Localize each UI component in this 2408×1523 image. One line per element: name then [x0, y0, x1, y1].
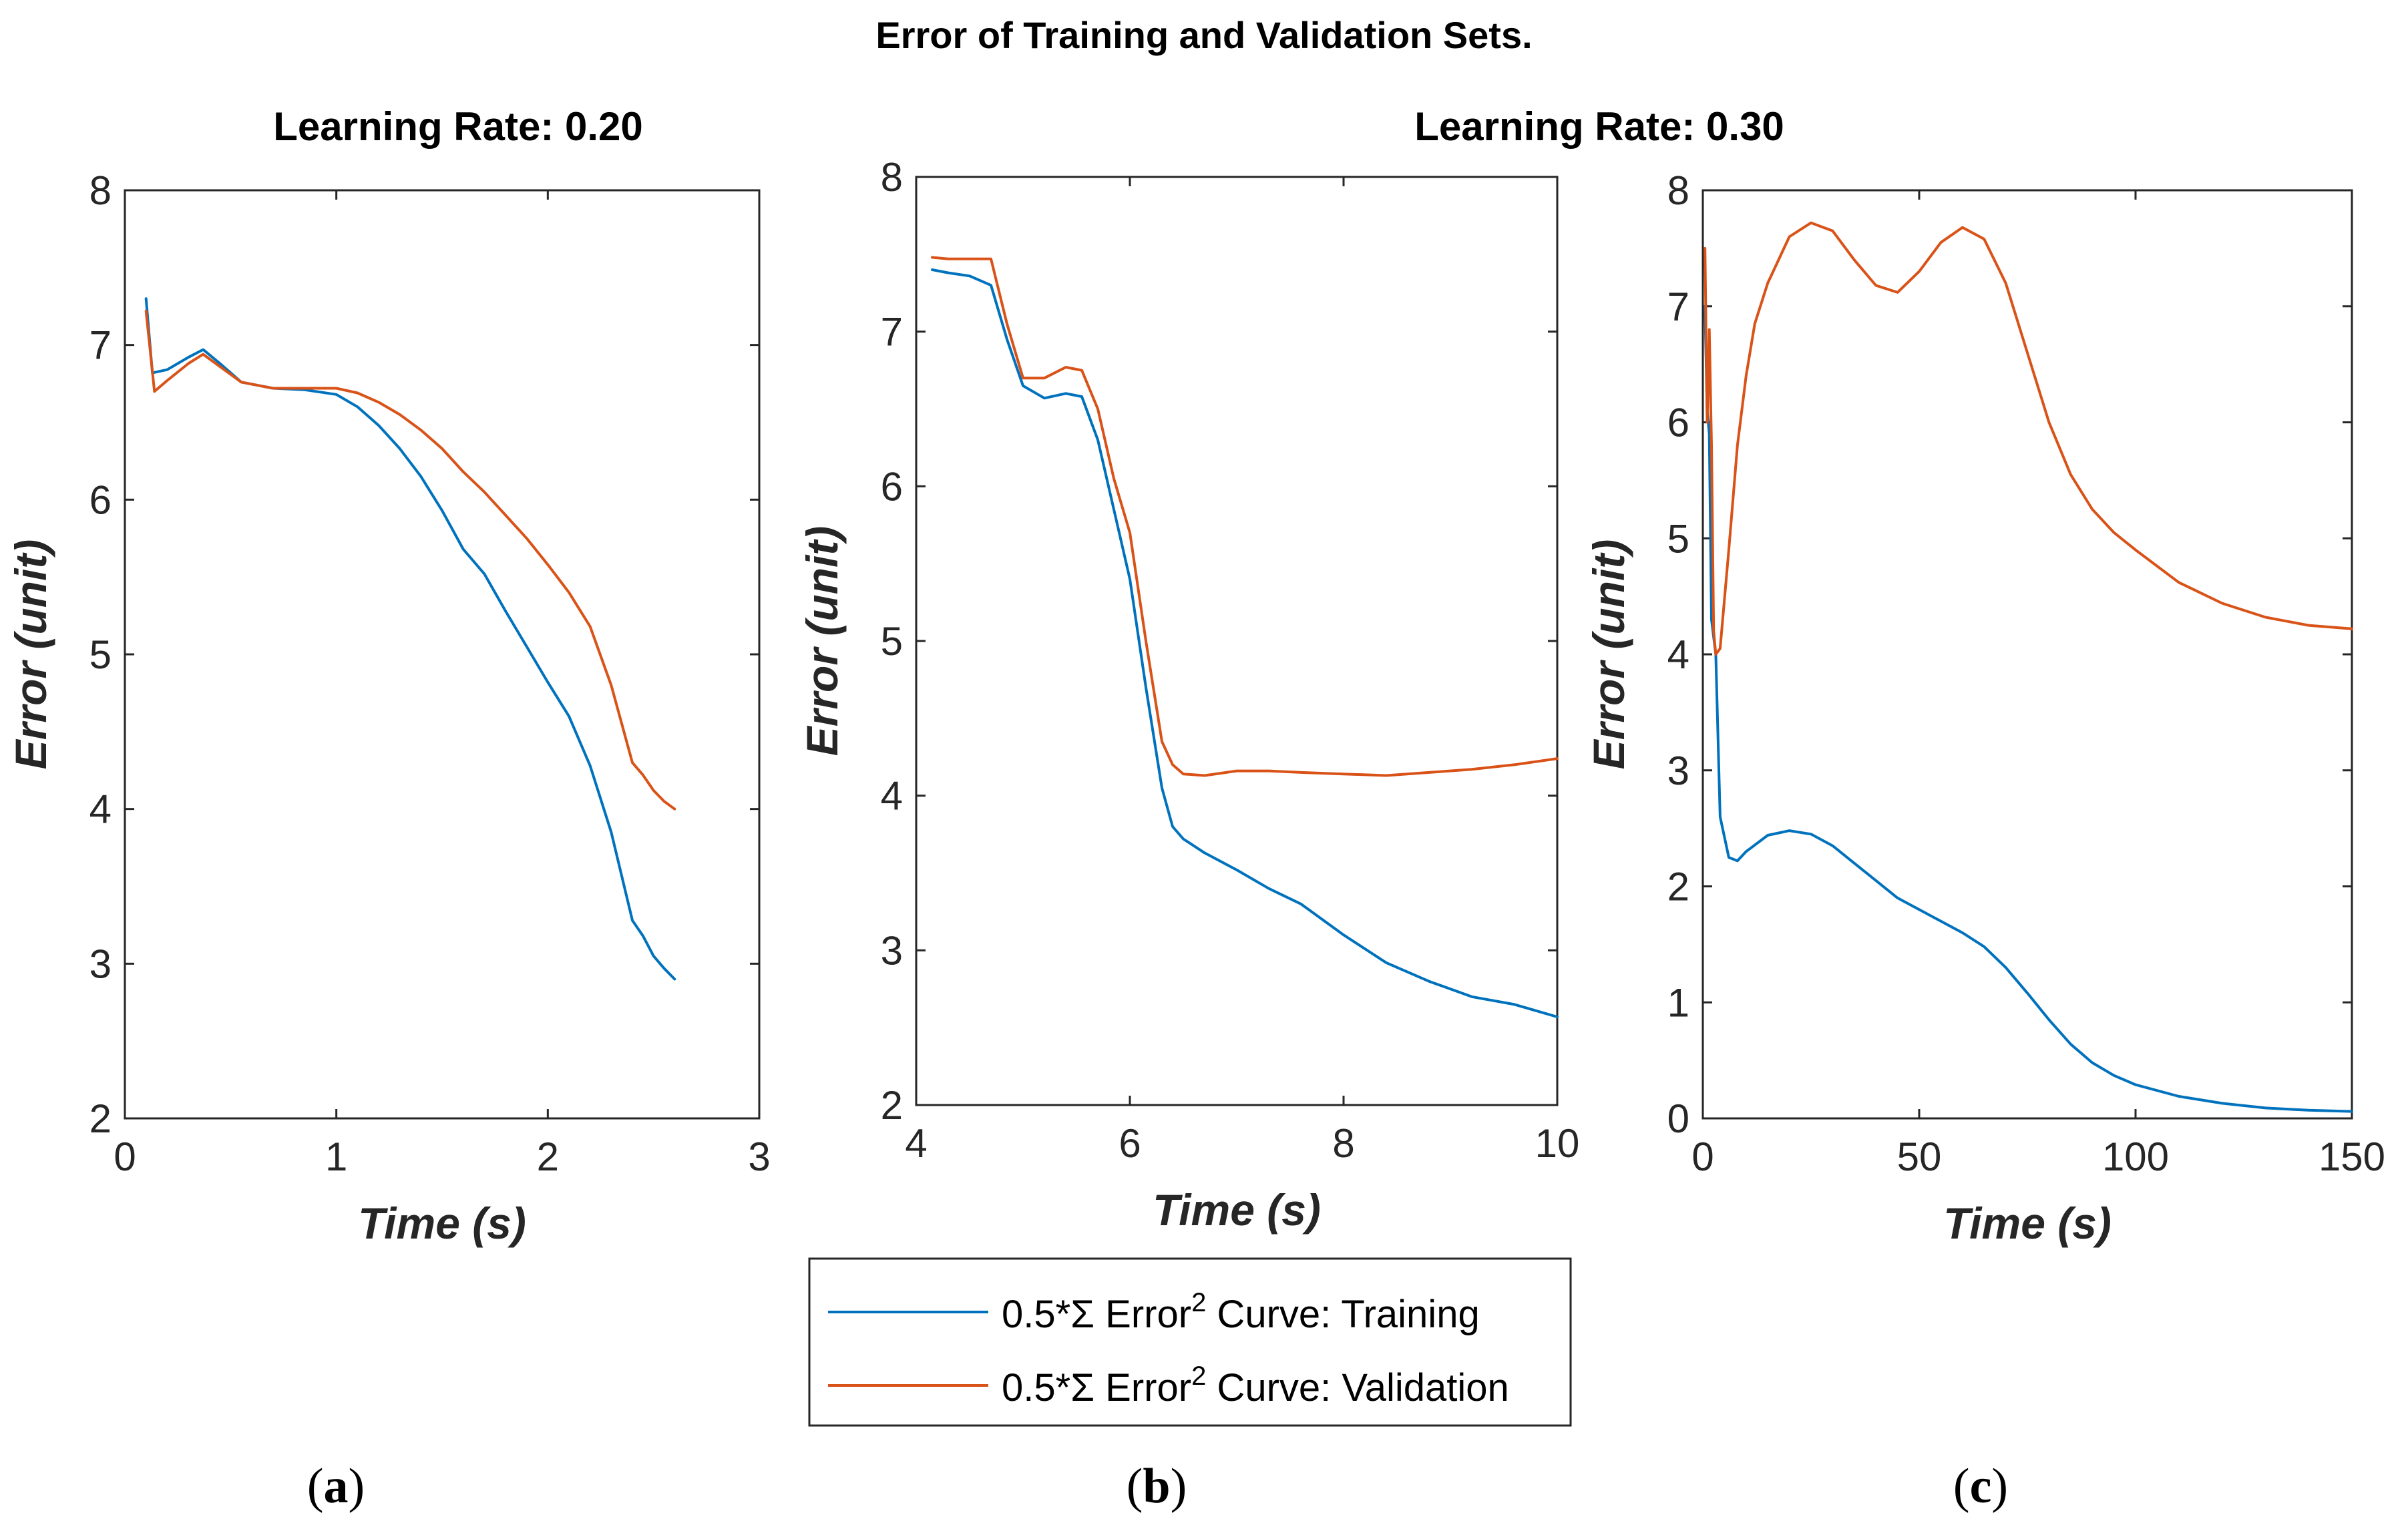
legend-superscript-training: 2 [1191, 1288, 1206, 1317]
x-tick-label-c-1: 50 [1897, 1134, 1942, 1179]
x-axis-label-c: Time (s) [1943, 1199, 2112, 1248]
legend-suffix-training: Curve: Training [1206, 1293, 1479, 1336]
plot-area-b [915, 176, 1559, 1106]
x-axis-label-a: Time (s) [358, 1199, 526, 1248]
x-tick-label-b-3: 10 [1535, 1121, 1580, 1166]
y-tick-label-a-1: 3 [89, 941, 112, 986]
y-axis-label-b: Error (unit) [797, 526, 847, 756]
legend-prefix-training: 0.5*Σ Error [1002, 1293, 1191, 1336]
plot-area-c [1701, 189, 2353, 1120]
panel-letter-c: c [1970, 1459, 1992, 1514]
y-tick-label-b-3: 5 [881, 619, 903, 664]
y-tick-label-a-5: 7 [89, 323, 112, 368]
y-tick-label-b-2: 4 [881, 774, 903, 819]
y-tick-label-c-1: 1 [1667, 980, 1689, 1025]
chart-panel-c: 0 50 100 150 0 1 2 3 4 5 6 7 8 Time (s) Error (unit) [1584, 168, 2385, 1248]
legend: 0.5*Σ Error2 Curve: Training 0.5*Σ Error… [808, 1257, 1572, 1427]
x-tick-label-a-2: 2 [537, 1134, 559, 1179]
training-series-line-b [931, 268, 1559, 1018]
legend-label-validation: 0.5*Σ Error2 Curve: Validation [1002, 1361, 1509, 1409]
chart-panel-a: 0 1 2 3 2 3 4 5 6 7 8 Time (s) Error (unit) [6, 168, 771, 1248]
x-tick-label-b-2: 8 [1332, 1121, 1354, 1166]
panel-label-a: (a) [307, 1459, 365, 1514]
y-tick-label-c-2: 2 [1667, 865, 1689, 909]
validation-series-line-b [931, 256, 1559, 777]
panel-label-c: (c) [1953, 1459, 2008, 1514]
training-series-line-a [144, 297, 676, 981]
y-axis-label-a: Error (unit) [6, 539, 55, 770]
y-axis-label-c: Error (unit) [1584, 539, 1633, 770]
y-tick-label-c-0: 0 [1667, 1096, 1689, 1141]
y-tick-label-a-3: 5 [89, 632, 112, 677]
y-tick-label-b-6: 8 [881, 155, 903, 200]
legend-suffix-validation: Curve: Validation [1206, 1366, 1509, 1409]
x-tick-label-c-3: 150 [2319, 1134, 2385, 1179]
legend-superscript-validation: 2 [1191, 1361, 1206, 1391]
x-tick-label-a-0: 0 [114, 1134, 136, 1179]
panel-label-b: (b) [1127, 1459, 1187, 1514]
training-series-line-c [1703, 304, 2353, 1113]
y-tick-label-c-5: 5 [1667, 516, 1689, 561]
x-tick-label-c-2: 100 [2102, 1134, 2169, 1179]
x-tick-label-b-1: 6 [1119, 1121, 1141, 1166]
x-tick-label-a-1: 1 [325, 1134, 347, 1179]
validation-series-line-c [1703, 221, 2353, 656]
x-tick-label-a-3: 3 [748, 1134, 770, 1179]
legend-prefix-validation: 0.5*Σ Error [1002, 1366, 1191, 1409]
y-tick-label-c-7: 7 [1667, 284, 1689, 329]
y-tick-label-c-6: 6 [1667, 401, 1689, 445]
y-tick-label-c-8: 8 [1667, 168, 1689, 213]
panel-letter-a: a [324, 1459, 349, 1514]
x-tick-label-b-0: 4 [905, 1121, 927, 1166]
figure-title: Error of Training and Validation Sets. [875, 14, 1532, 56]
y-tick-label-c-4: 4 [1667, 632, 1689, 677]
y-tick-label-a-4: 6 [89, 477, 112, 522]
y-tick-label-a-0: 2 [89, 1096, 112, 1141]
plot-area-a [124, 189, 761, 1120]
y-tick-label-b-4: 6 [881, 464, 903, 509]
y-tick-label-a-2: 4 [89, 787, 112, 832]
y-tick-label-c-3: 3 [1667, 748, 1689, 793]
panel-letter-b: b [1143, 1459, 1170, 1514]
y-tick-label-b-5: 7 [881, 310, 903, 355]
y-tick-label-a-6: 8 [89, 168, 112, 213]
group-title-lr-020: Learning Rate: 0.20 [273, 104, 643, 149]
y-tick-label-b-0: 2 [881, 1083, 903, 1128]
legend-label-training: 0.5*Σ Error2 Curve: Training [1002, 1288, 1480, 1336]
validation-series-line-a [144, 309, 676, 811]
x-tick-label-c-0: 0 [1691, 1134, 1714, 1179]
y-tick-label-b-1: 3 [881, 928, 903, 973]
group-title-lr-030: Learning Rate: 0.30 [1414, 104, 1784, 149]
x-axis-label-b: Time (s) [1153, 1185, 1321, 1235]
legend-box [808, 1257, 1572, 1427]
